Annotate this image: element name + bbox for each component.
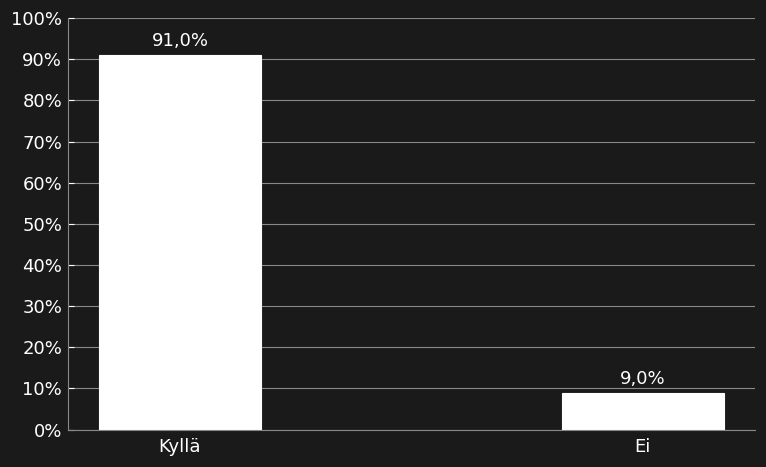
Text: 91,0%: 91,0% bbox=[152, 32, 208, 50]
Bar bbox=[561, 393, 724, 430]
Text: 9,0%: 9,0% bbox=[620, 369, 666, 388]
Bar bbox=[99, 55, 261, 430]
